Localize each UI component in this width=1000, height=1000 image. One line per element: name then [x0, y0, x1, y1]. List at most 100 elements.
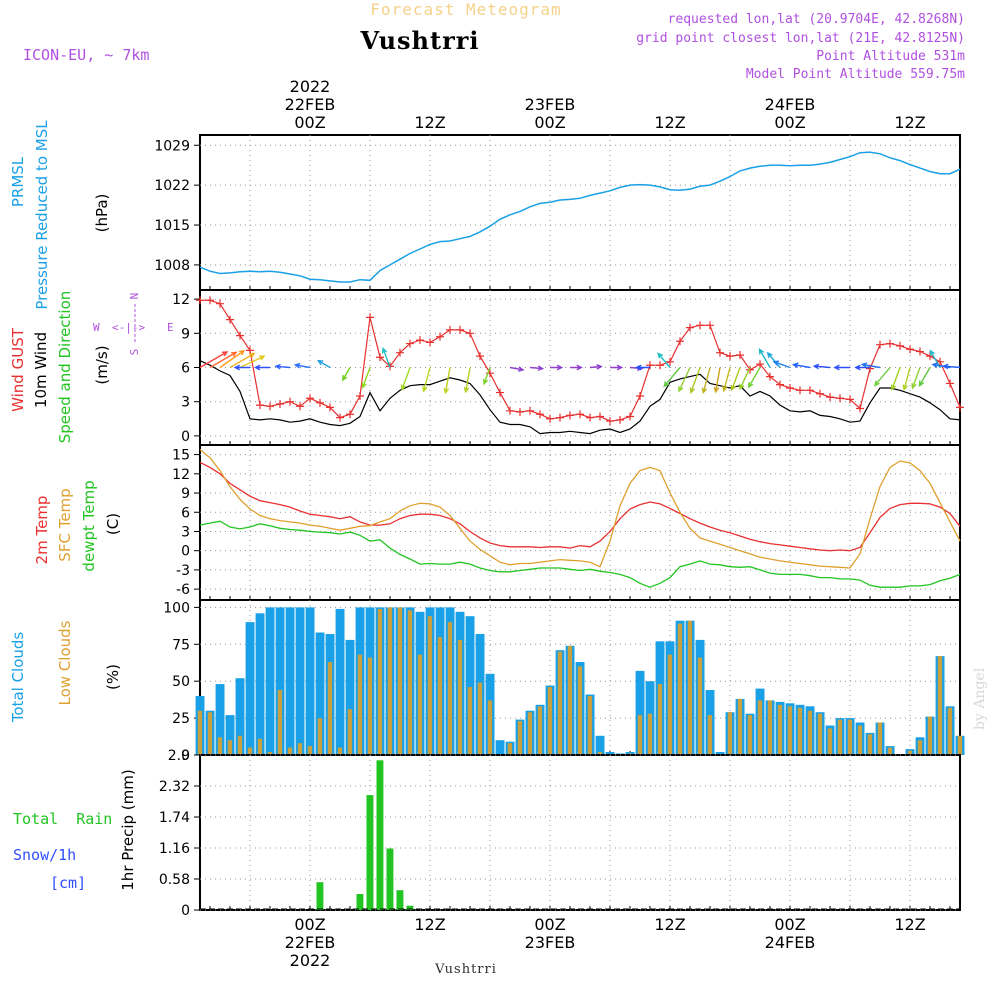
gridpoint-coords: grid point closest lon,lat (21E, 42.8125…	[636, 31, 965, 46]
wind-direction-arrow	[233, 364, 250, 371]
wind-direction-arrow	[929, 349, 941, 368]
bottom-hour-label: 12Z	[414, 915, 445, 934]
wind-direction-arrow	[293, 362, 311, 369]
compass-north: N	[128, 293, 141, 300]
low-cloud-bar	[387, 607, 393, 755]
y-tick-label: 1.16	[159, 841, 190, 857]
wind-direction-arrow	[219, 349, 246, 369]
wind-gust-marker	[786, 384, 794, 393]
y-tick-label: 2.9	[168, 748, 190, 764]
low-cloud-bar	[927, 716, 933, 755]
total-cloud-bar	[465, 616, 475, 755]
wind-direction-arrow	[730, 367, 741, 392]
wind-gust-line	[200, 299, 961, 422]
point-altitude: Point Altitude 531m	[816, 49, 965, 64]
wind-gust-marker	[596, 412, 604, 421]
wind-gust-marker	[356, 391, 364, 400]
wind-direction-arrow	[209, 351, 238, 369]
compass-south: S	[128, 349, 141, 356]
wind-gust-marker	[916, 347, 924, 356]
wind-gust-marker	[826, 393, 834, 402]
low-cloud-bar	[267, 752, 273, 755]
wind-gust-marker	[476, 352, 484, 361]
wind-direction-arrow	[713, 367, 721, 394]
low-cloud-bar	[287, 747, 293, 755]
wind-direction-arrow	[316, 359, 331, 369]
low-cloud-bar	[567, 645, 573, 755]
wind-gust-marker	[316, 398, 324, 407]
y-tick-label: 1022	[154, 178, 190, 194]
wind-direction-arrow	[443, 367, 451, 395]
product-title: Forecast Meteogram	[370, 0, 561, 19]
wind-direction-arrow	[422, 367, 431, 393]
wind-gust-marker	[886, 339, 894, 348]
wind-gust-marker	[746, 365, 754, 374]
y-tick-label: 1008	[154, 258, 190, 274]
low-cloud-bar	[527, 712, 533, 755]
bottom-hour-label: 00Z	[774, 915, 805, 934]
low-cloud-bar	[597, 752, 603, 755]
compass-rose-icon: N W E S <-|->	[93, 293, 174, 356]
temperature-panel: 15 12 9 6 3 0 -3 -6	[172, 444, 961, 601]
wind-gust-marker	[796, 386, 804, 395]
wind-gust-marker	[496, 388, 504, 397]
y-tick-label: 6	[181, 361, 190, 377]
low-cloud-bar	[707, 715, 713, 755]
low-cloud-bar	[427, 616, 433, 755]
wind-gust-marker	[946, 379, 954, 388]
low-cloud-bar	[827, 728, 833, 755]
low-cloud-bar	[487, 700, 493, 755]
wind-direction-arrow	[589, 364, 603, 370]
low-cloud-bar	[377, 608, 383, 755]
wind-gust-marker	[446, 325, 454, 334]
wind-gust-marker	[326, 403, 334, 412]
bottom-day-label: 22FEB	[285, 933, 336, 952]
y-tick-label: 50	[172, 674, 190, 690]
low-cloud-bar	[917, 740, 923, 755]
top-day-label: 23FEB	[525, 95, 576, 114]
wind-direction-arrow	[833, 364, 850, 371]
wind-direction-arrow	[748, 367, 761, 389]
wind-label-unit: (m/s)	[93, 345, 111, 384]
total-cloud-bar	[265, 607, 275, 755]
low-cloud-bar	[957, 735, 963, 755]
wind-gust-marker	[256, 401, 264, 410]
low-cloud-bar	[407, 610, 413, 755]
low-cloud-bar	[577, 666, 583, 755]
precip-label-unit: [cm]	[50, 874, 86, 892]
footer-location: Vushtrri	[434, 962, 497, 977]
y-tick-label: 6	[181, 505, 190, 521]
wind-direction-arrow	[678, 367, 691, 393]
requested-coords: requested lon,lat (20.9704E, 42.8268N)	[668, 12, 965, 27]
wind-direction-arrow	[918, 367, 931, 387]
wind-gust-marker	[806, 386, 814, 395]
low-cloud-bar	[757, 700, 763, 755]
low-cloud-bar	[587, 696, 593, 755]
y-tick-label: 9	[181, 326, 190, 342]
wind-direction-arrow	[253, 364, 270, 371]
wind-gust-marker	[346, 410, 354, 419]
wind-direction-arrow	[463, 367, 471, 394]
total-cloud-bar	[225, 715, 235, 755]
temp-label-2m: 2m Temp	[33, 496, 51, 565]
wind-gust-marker	[556, 413, 564, 422]
wind-10m-line	[199, 360, 961, 435]
top-hour-label: 12Z	[894, 113, 925, 132]
low-cloud-bar	[237, 735, 243, 755]
low-cloud-bar	[457, 639, 463, 755]
total-cloud-bar	[275, 607, 285, 755]
low-cloud-bar	[337, 747, 343, 755]
low-cloud-bar	[257, 738, 263, 755]
wind-direction-arrow	[570, 364, 583, 371]
wind-gust-marker	[226, 315, 234, 324]
wind-direction-arrow	[610, 364, 624, 371]
low-cloud-bar	[357, 654, 363, 755]
wind-gust-marker	[286, 397, 294, 406]
y-tick-label: 25	[172, 711, 190, 727]
y-tick-label: 15	[172, 448, 190, 464]
total-cloud-bar	[255, 613, 265, 755]
low-cloud-bar	[657, 684, 663, 755]
wind-gust-marker	[216, 299, 224, 308]
